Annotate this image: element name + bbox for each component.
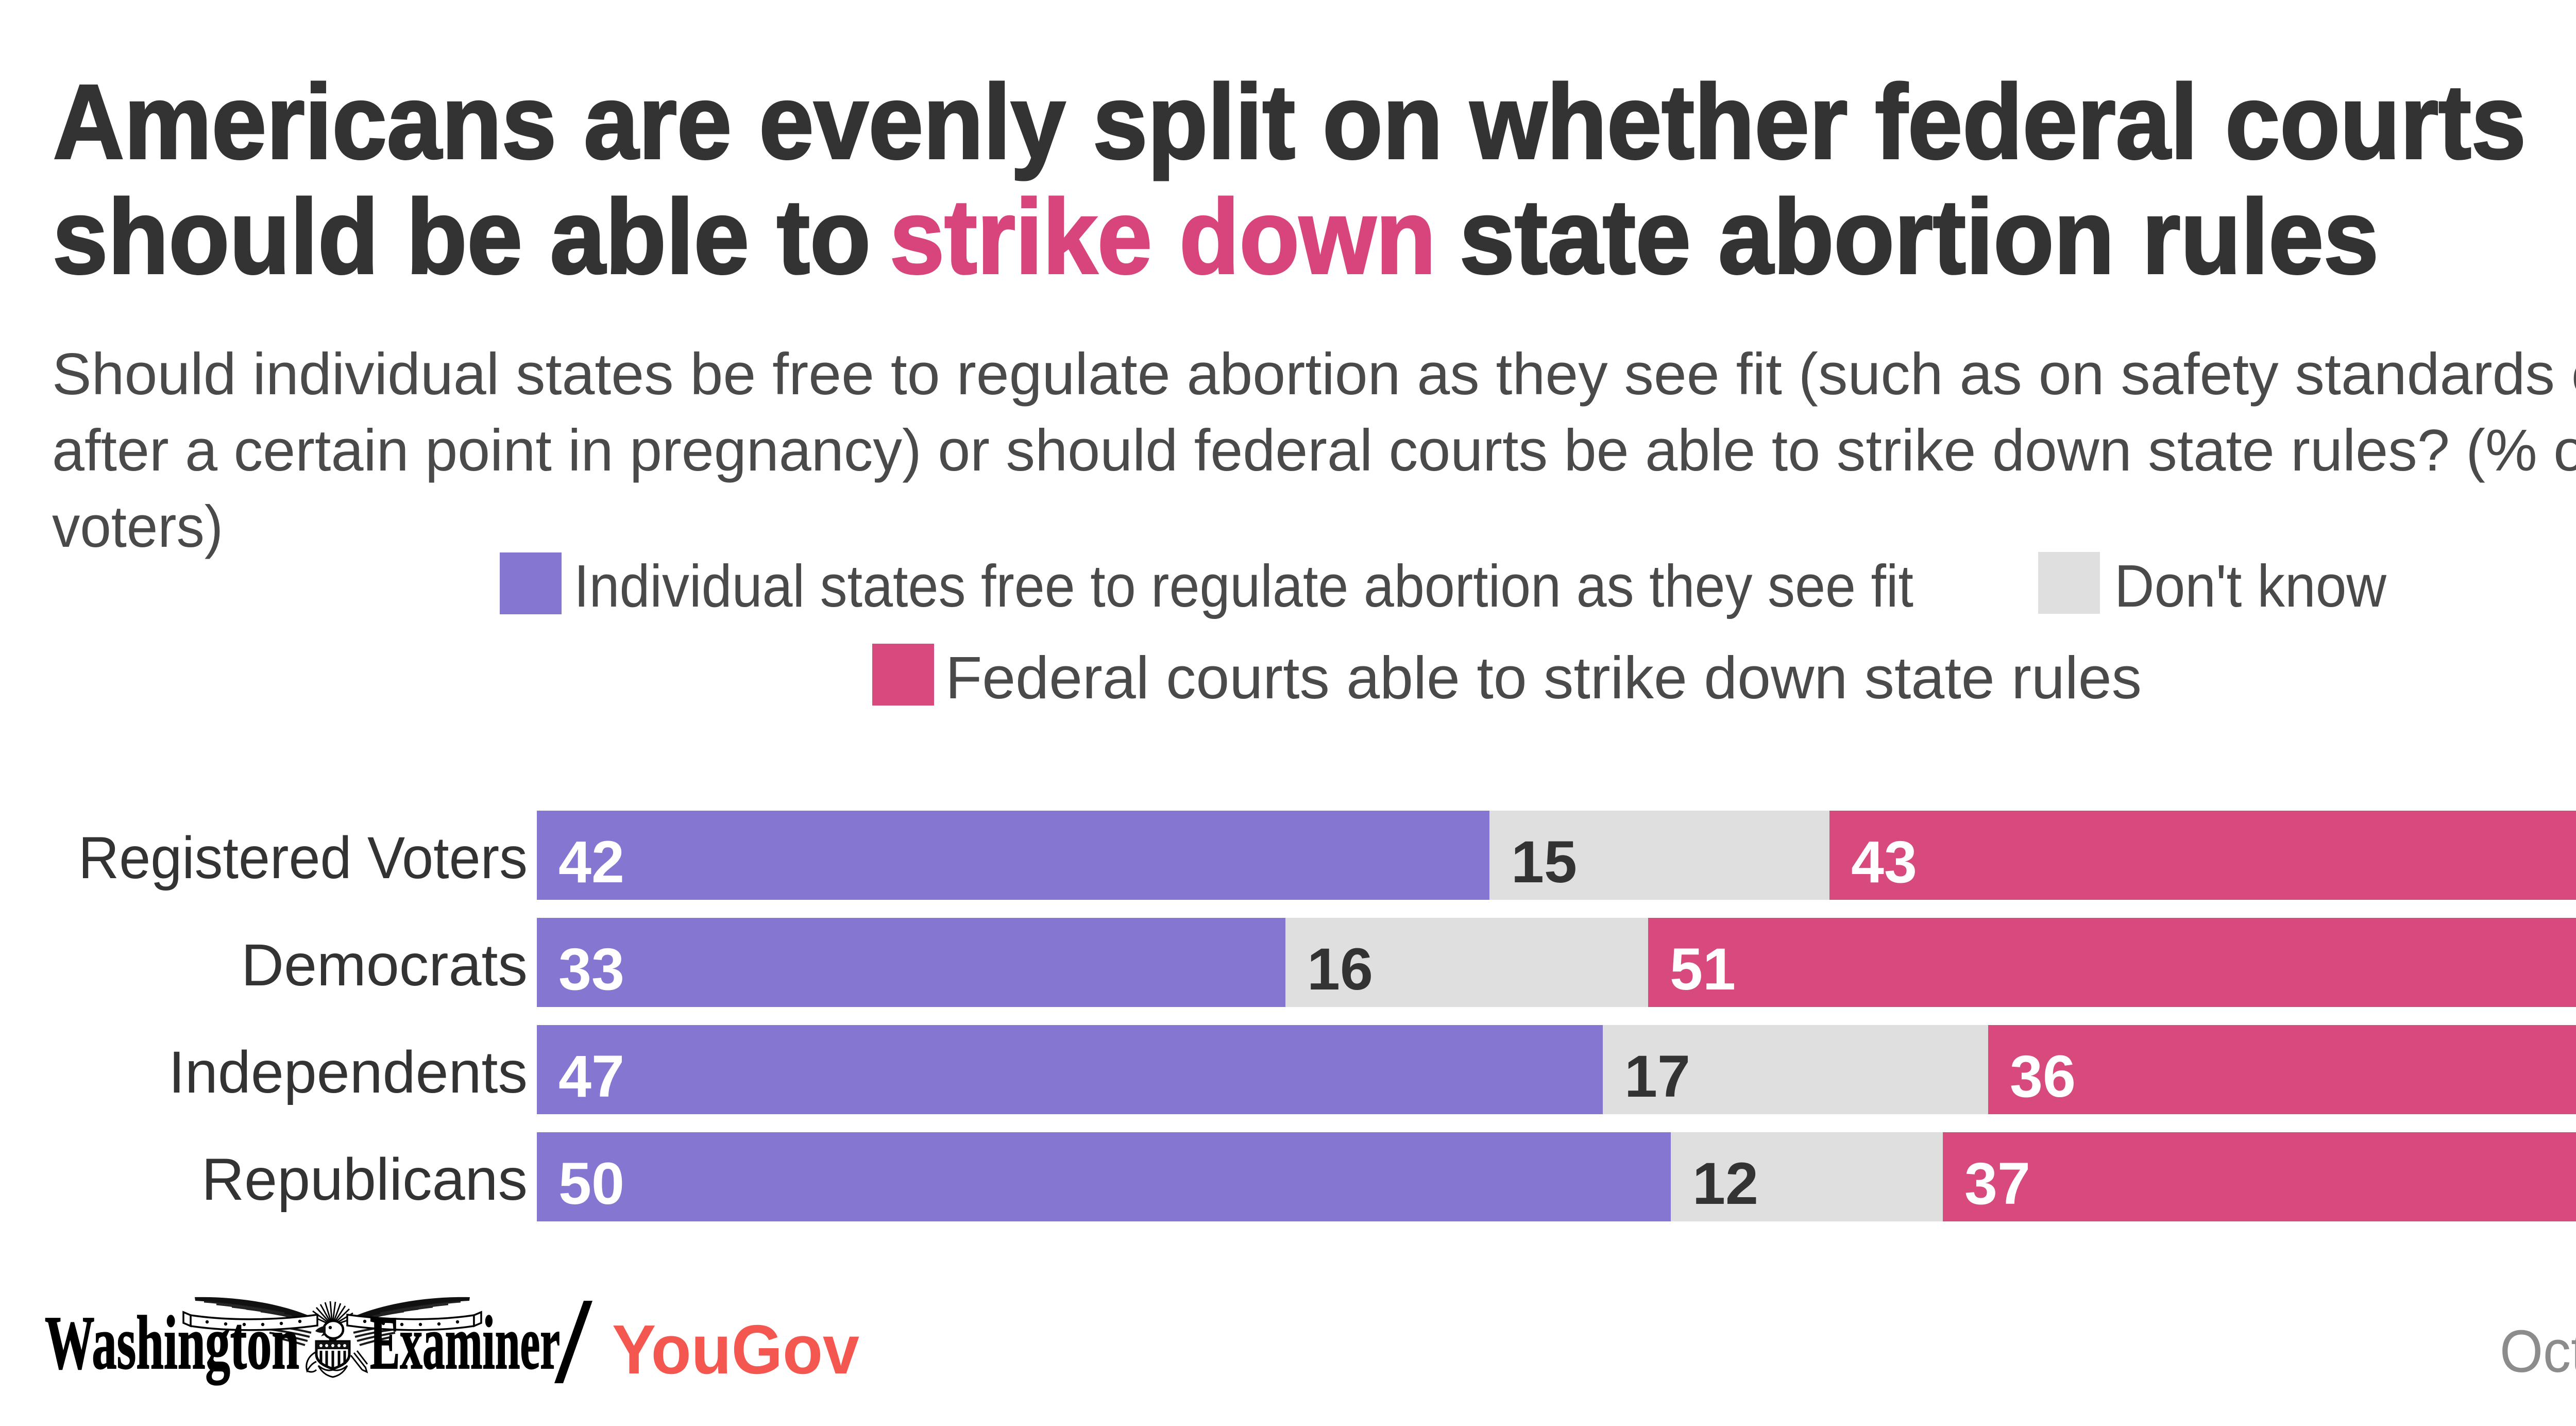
svg-text:Washington: Washington bbox=[45, 1301, 299, 1385]
svg-text:17: 17 bbox=[1624, 1044, 1690, 1110]
svg-text:43: 43 bbox=[1851, 829, 1917, 895]
svg-text:47: 47 bbox=[558, 1044, 624, 1110]
svg-text:Republicans: Republicans bbox=[201, 1147, 528, 1213]
svg-text:Individual states free to regu: Individual states free to regulate abort… bbox=[574, 552, 1913, 619]
svg-text:strike down: strike down bbox=[890, 178, 1436, 296]
svg-text:12: 12 bbox=[1692, 1151, 1758, 1217]
svg-text:37: 37 bbox=[1964, 1151, 2030, 1217]
svg-text:16: 16 bbox=[1307, 936, 1373, 1002]
svg-text:15: 15 bbox=[1511, 829, 1577, 895]
svg-text:Americans are evenly split on: Americans are evenly split on whether fe… bbox=[53, 63, 2526, 181]
svg-text:voters): voters) bbox=[52, 494, 223, 560]
svg-text:33: 33 bbox=[558, 936, 624, 1002]
svg-text:51: 51 bbox=[1670, 936, 1736, 1002]
svg-text:36: 36 bbox=[2010, 1044, 2076, 1110]
svg-text:Democrats: Democrats bbox=[241, 932, 528, 998]
svg-text:after a certain point in pregn: after a certain point in pregnancy) or s… bbox=[52, 418, 2576, 483]
svg-text:YouGov: YouGov bbox=[612, 1311, 859, 1388]
svg-text:Registered Voters: Registered Voters bbox=[78, 825, 528, 891]
svg-text:Don't know: Don't know bbox=[2114, 552, 2387, 619]
svg-text:October 4, 2020: October 4, 2020 bbox=[2500, 1318, 2576, 1385]
svg-text:Federal courts able to strike: Federal courts able to strike down state… bbox=[945, 644, 2142, 711]
svg-text:50: 50 bbox=[558, 1151, 624, 1217]
svg-text:state abortion rules: state abortion rules bbox=[1460, 178, 2379, 296]
svg-text:42: 42 bbox=[558, 829, 624, 895]
svg-text:should be able to: should be able to bbox=[53, 178, 871, 296]
svg-text:Should individual states be fr: Should individual states be free to regu… bbox=[52, 342, 2576, 407]
svg-text:Examiner: Examiner bbox=[370, 1301, 560, 1385]
svg-text:Independents: Independents bbox=[168, 1039, 528, 1105]
